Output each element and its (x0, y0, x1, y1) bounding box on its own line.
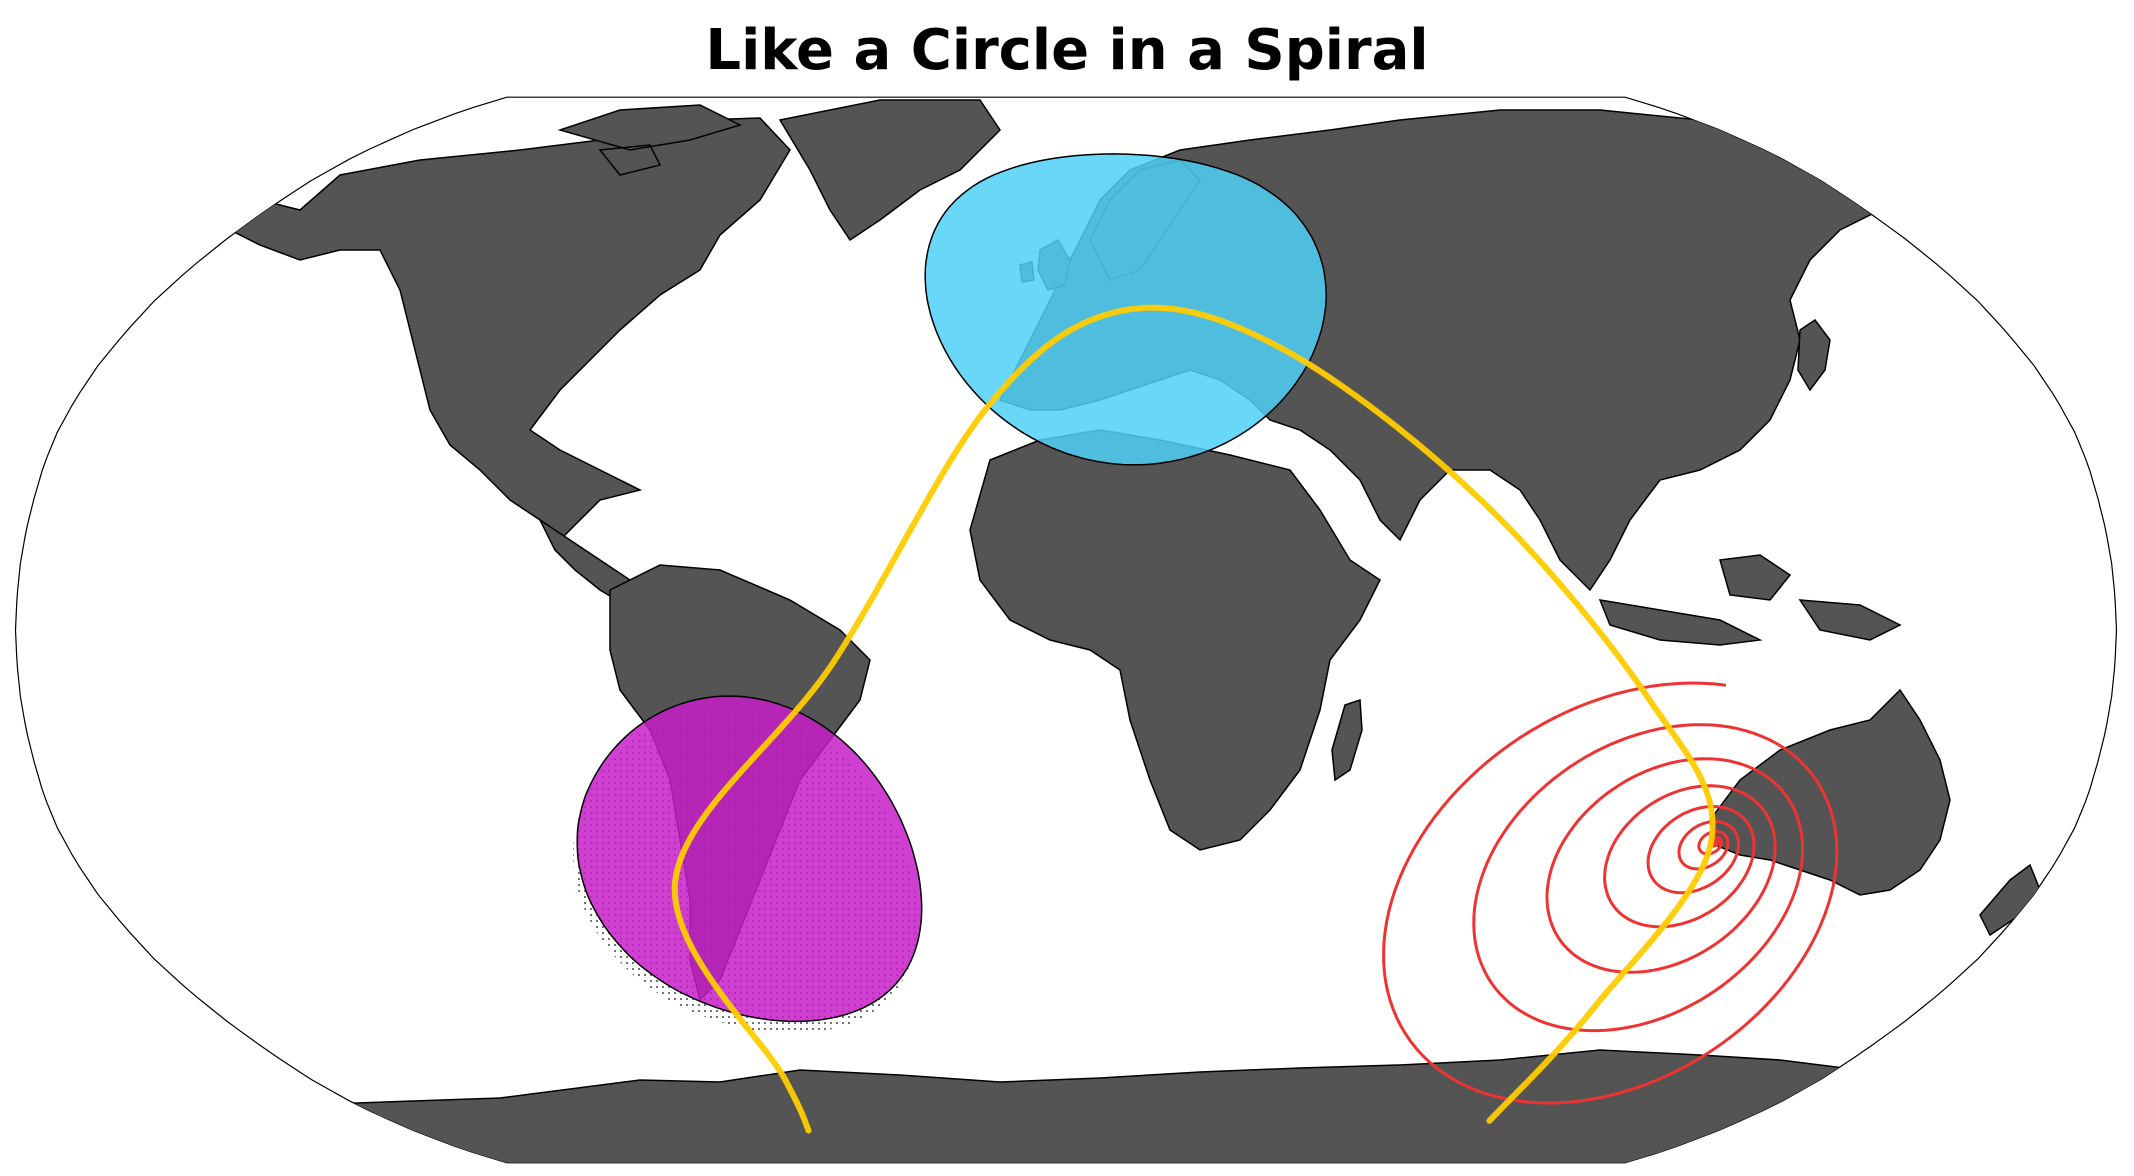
southeast-asia-islands (1598, 554, 1902, 646)
overlay-layer (573, 153, 1839, 1134)
map-title: Like a Circle in a Spiral (705, 18, 1429, 83)
africa-landmass (969, 429, 1381, 851)
japan-landmass (1797, 318, 1831, 392)
madagascar-landmass (1331, 698, 1363, 782)
south-america-circle (576, 695, 923, 1023)
greenland-landmass (778, 99, 1001, 242)
australia-landmass (1709, 688, 1951, 896)
great-circle-track (671, 304, 1716, 1134)
north-america-landmass (197, 117, 791, 542)
canadian-arctic-islands (557, 104, 743, 176)
